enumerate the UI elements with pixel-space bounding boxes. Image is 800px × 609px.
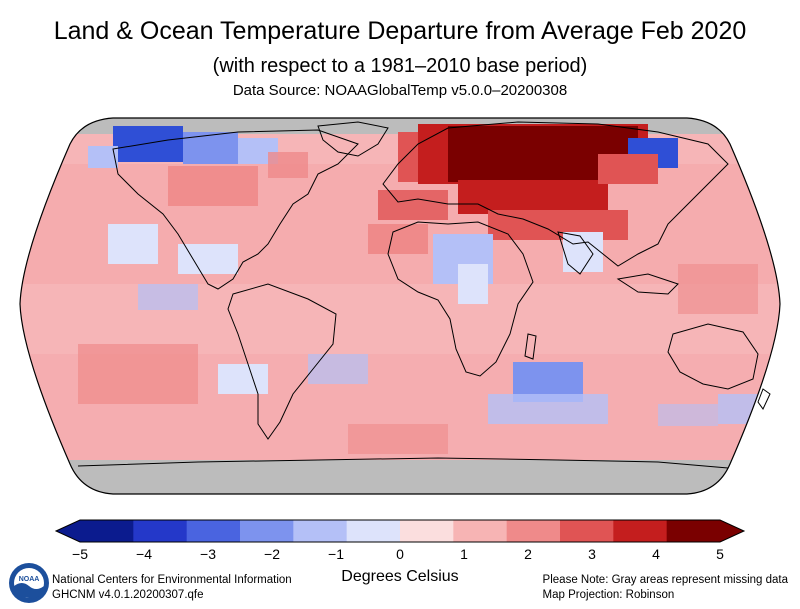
colorbar-bin <box>400 520 454 542</box>
colorbar-bin <box>506 520 561 542</box>
colorbar-units-label: Degrees Celsius <box>341 568 459 585</box>
footer-right: Please Note: Gray areas represent missin… <box>543 573 788 603</box>
colorbar-bin <box>613 520 668 542</box>
colorbar-tick-label: 1 <box>460 546 468 562</box>
colorbar-tick-label: −4 <box>136 546 152 562</box>
footer-projection: Map Projection: Robinson <box>542 589 675 601</box>
map-subtitle: (with respect to a 1981–2010 base period… <box>212 55 588 77</box>
colorbar-bin <box>186 520 241 542</box>
globe-outline <box>19 117 781 495</box>
colorbar-bin <box>293 520 348 542</box>
colorbar-tick-label: 0 <box>396 546 404 562</box>
footer-dataset: GHCNM v4.0.1.20200307.qfe <box>52 589 204 601</box>
colorbar-tick-label: −3 <box>200 546 216 562</box>
colorbar-bin <box>346 520 401 542</box>
colorbar-tick-label: 5 <box>716 546 724 562</box>
missing-antarctic <box>20 460 780 494</box>
colorbar-bin <box>133 520 188 542</box>
anomaly-canada-arctic <box>113 126 183 162</box>
colorbar-tick-label: 2 <box>524 546 532 562</box>
noaa-logo-text: NOAA <box>19 576 40 583</box>
colorbar-max-arrow <box>720 520 744 542</box>
colorbar-min-arrow <box>56 520 80 542</box>
world-anomaly-map <box>19 117 781 495</box>
colorbar-bin <box>240 520 294 542</box>
colorbar-bin <box>560 520 614 542</box>
map-title: Land & Ocean Temperature Departure from … <box>53 17 747 45</box>
coastlines <box>77 121 771 469</box>
colorbar-tick-label: −5 <box>72 546 88 562</box>
colorbar-bin <box>80 520 134 542</box>
colorbar-tick-label: 4 <box>652 546 660 562</box>
anomaly-field <box>20 118 780 494</box>
colorbar-outline <box>54 519 746 543</box>
colorbar-tick-label: 3 <box>588 546 596 562</box>
data-source: Data Source: NOAAGlobalTemp v5.0.0–20200… <box>232 82 568 99</box>
footer-left: National Centers for Environmental Infor… <box>52 573 292 603</box>
colorbar-bin <box>666 520 721 542</box>
colorbar-tick-label: −1 <box>328 546 344 562</box>
colorbar-bin <box>453 520 508 542</box>
colorbar <box>54 519 746 543</box>
footer-missing-note: Please Note: Gray areas represent missin… <box>542 574 788 586</box>
footer-org: National Centers for Environmental Infor… <box>52 574 292 586</box>
colorbar-tick-label: −2 <box>264 546 280 562</box>
noaa-logo: NOAA <box>9 563 49 603</box>
